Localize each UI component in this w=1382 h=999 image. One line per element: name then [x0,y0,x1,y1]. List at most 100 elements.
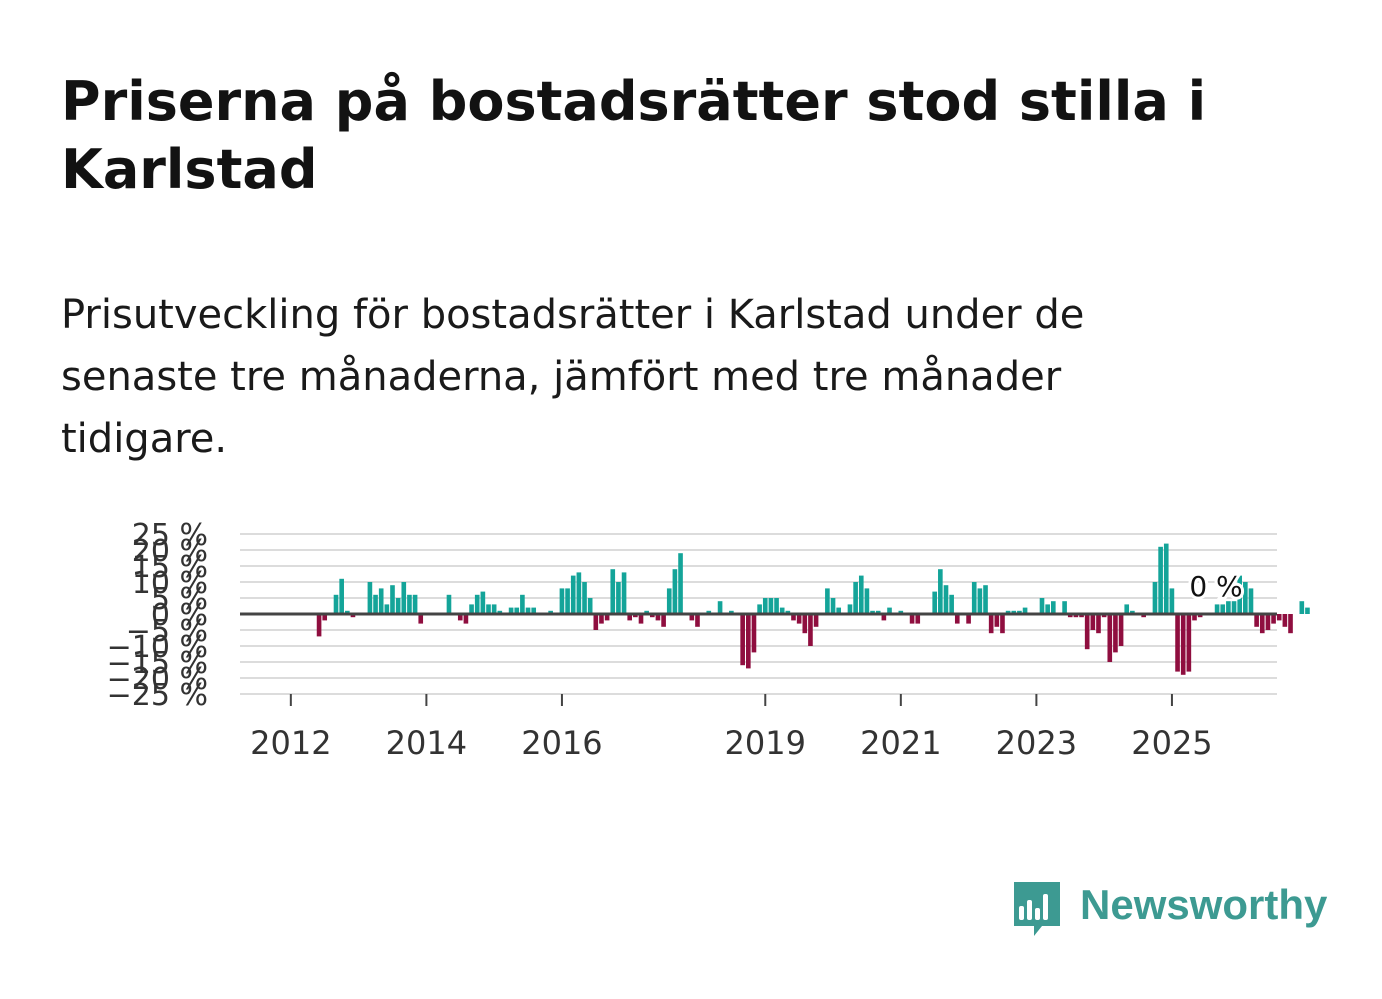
data-bar [627,614,633,621]
x-tick-label: 2012 [250,724,331,762]
y-tick-label: 5 % [151,582,208,617]
newsworthy-logo: Newsworthy [1010,878,1330,942]
data-bar [1096,614,1101,634]
data-bar [604,614,610,621]
data-bar [938,569,943,614]
data-bar [1243,582,1248,614]
x-tick-label: 2025 [1131,724,1212,762]
data-bar [847,604,853,614]
data-bar [486,604,491,614]
data-bar [864,588,870,614]
data-bar [474,594,480,614]
data-bar [446,594,452,614]
data-bar [994,614,1000,627]
data-bar [649,614,655,618]
data-bar [1101,614,1107,618]
data-bar [599,614,604,624]
data-bar [791,614,796,621]
data-bar [971,582,977,614]
bar-series [316,543,1310,675]
data-bar [1299,601,1305,614]
data-bar [1254,614,1259,627]
data-bar [762,598,768,614]
data-bar [418,614,424,624]
data-bar [1288,614,1293,634]
data-bar [345,610,350,614]
data-bar [390,585,395,614]
data-bar [570,575,576,614]
data-bar [644,610,649,614]
data-bar [401,582,407,614]
page-subtitle: Prisutveckling för bostadsrätter i Karls… [61,292,1085,462]
data-bar [1282,614,1288,627]
data-bar [1118,614,1124,646]
data-bar [621,572,627,614]
data-bar [1158,546,1163,614]
data-bar [1141,614,1146,618]
data-bar [525,607,531,614]
data-bar [384,604,390,614]
data-bar [1237,575,1242,614]
y-tick-label: 10 % [132,566,208,601]
data-bar [881,614,887,621]
data-bar [977,588,983,614]
data-bar [1000,614,1005,634]
data-bar [1005,610,1011,614]
data-bar [825,588,830,614]
data-bar [350,614,356,618]
data-bar [373,594,378,614]
data-bar [1197,614,1203,618]
data-bar [915,614,921,624]
data-bar [616,582,621,614]
data-bar [1152,582,1158,614]
data-bar [463,614,469,624]
data-bar [508,607,514,614]
y-tick-label: −25 % [107,678,208,713]
data-bar [497,610,503,614]
data-bar [774,598,779,614]
data-bar [1062,601,1067,614]
data-bar [757,604,762,614]
data-bar [548,610,553,614]
data-bar [1022,607,1028,614]
data-bar [1231,601,1237,614]
data-bar [1067,614,1073,618]
data-bar [333,594,339,614]
data-bar [1163,543,1169,614]
data-bar [1226,601,1231,614]
y-tick-label: −5 % [126,614,208,649]
data-bar [610,569,616,614]
data-bar [729,610,734,614]
data-bar [954,614,960,624]
data-bar [322,614,328,621]
data-bar [593,614,599,630]
data-bar [672,569,678,614]
data-bar [1079,614,1084,618]
data-bar [943,585,949,614]
newsworthy-logo-text: Newsworthy [1080,881,1328,928]
data-bar [378,588,384,614]
y-tick-label: 20 % [132,534,208,569]
data-bar [796,614,802,624]
data-bar [695,614,700,627]
data-bar [491,604,497,614]
data-bar [898,610,904,614]
data-bar [666,588,672,614]
y-tick-label: −20 % [107,662,208,697]
data-bar [1248,588,1254,614]
data-bar [1169,588,1175,614]
data-bar [870,610,875,614]
data-bar [813,614,819,627]
x-tick-label: 2014 [386,724,467,762]
data-bar [1180,614,1186,675]
data-bar [531,607,537,614]
x-tick-label: 2019 [725,724,806,762]
data-bar [706,610,712,614]
page-title: Priserna på bostadsrätter stod stilla i … [61,70,1207,201]
data-bar [966,614,971,624]
data-bar [1017,610,1022,614]
data-bar [802,614,808,634]
data-bar [1090,614,1096,630]
data-bar [678,553,683,614]
data-bar [1186,614,1192,672]
